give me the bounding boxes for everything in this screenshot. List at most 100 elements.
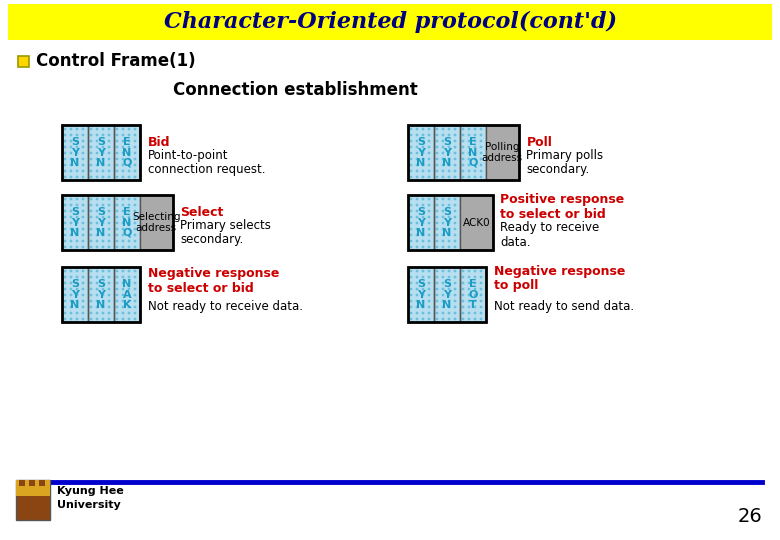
Circle shape xyxy=(90,128,92,130)
FancyBboxPatch shape xyxy=(434,267,460,322)
Circle shape xyxy=(410,306,412,308)
Circle shape xyxy=(454,306,456,308)
Text: Primary polls
secondary.: Primary polls secondary. xyxy=(526,148,604,177)
Circle shape xyxy=(410,234,412,236)
Circle shape xyxy=(134,198,136,200)
Circle shape xyxy=(474,306,476,308)
Circle shape xyxy=(454,288,456,290)
Circle shape xyxy=(128,216,129,218)
Circle shape xyxy=(128,198,129,200)
Circle shape xyxy=(128,164,129,166)
Circle shape xyxy=(128,134,129,136)
Circle shape xyxy=(108,146,110,148)
Circle shape xyxy=(463,158,464,160)
Circle shape xyxy=(448,318,450,320)
Circle shape xyxy=(417,234,418,236)
Circle shape xyxy=(480,146,482,148)
Circle shape xyxy=(70,246,72,248)
Circle shape xyxy=(422,294,424,296)
Circle shape xyxy=(468,288,470,290)
Circle shape xyxy=(90,306,92,308)
Circle shape xyxy=(70,216,72,218)
Circle shape xyxy=(448,240,450,242)
Circle shape xyxy=(70,300,72,302)
Circle shape xyxy=(134,176,136,178)
Circle shape xyxy=(82,306,83,308)
Circle shape xyxy=(428,140,430,142)
Circle shape xyxy=(463,276,464,278)
Circle shape xyxy=(96,300,98,302)
Circle shape xyxy=(70,294,72,296)
Circle shape xyxy=(134,228,136,230)
Circle shape xyxy=(64,222,66,224)
Circle shape xyxy=(448,300,450,302)
Circle shape xyxy=(122,216,124,218)
Circle shape xyxy=(82,216,83,218)
Circle shape xyxy=(82,270,83,272)
Circle shape xyxy=(436,140,438,142)
Circle shape xyxy=(448,176,450,178)
Circle shape xyxy=(128,152,129,154)
Circle shape xyxy=(468,152,470,154)
Circle shape xyxy=(410,246,412,248)
Circle shape xyxy=(436,240,438,242)
Circle shape xyxy=(102,294,104,296)
Circle shape xyxy=(463,128,464,130)
Circle shape xyxy=(64,312,66,314)
Circle shape xyxy=(82,128,83,130)
Circle shape xyxy=(410,158,412,160)
Circle shape xyxy=(442,228,444,230)
Circle shape xyxy=(96,318,98,320)
Circle shape xyxy=(96,204,98,206)
Circle shape xyxy=(454,228,456,230)
Circle shape xyxy=(428,158,430,160)
Circle shape xyxy=(64,240,66,242)
Text: Select: Select xyxy=(180,206,224,219)
Circle shape xyxy=(102,210,104,212)
Circle shape xyxy=(463,270,464,272)
Circle shape xyxy=(448,222,450,224)
Circle shape xyxy=(448,204,450,206)
Circle shape xyxy=(96,270,98,272)
Circle shape xyxy=(96,234,98,236)
Circle shape xyxy=(474,318,476,320)
Circle shape xyxy=(82,140,83,142)
Circle shape xyxy=(442,300,444,302)
Circle shape xyxy=(454,164,456,166)
Circle shape xyxy=(70,282,72,284)
Circle shape xyxy=(448,228,450,230)
Circle shape xyxy=(422,270,424,272)
Circle shape xyxy=(108,140,110,142)
Circle shape xyxy=(422,300,424,302)
Circle shape xyxy=(448,210,450,212)
Circle shape xyxy=(102,204,104,206)
Circle shape xyxy=(428,210,430,212)
Circle shape xyxy=(474,282,476,284)
Circle shape xyxy=(436,312,438,314)
Text: Control Frame(1): Control Frame(1) xyxy=(36,52,196,70)
Circle shape xyxy=(122,240,124,242)
Circle shape xyxy=(474,270,476,272)
Circle shape xyxy=(102,282,104,284)
Circle shape xyxy=(108,134,110,136)
Circle shape xyxy=(64,306,66,308)
Circle shape xyxy=(448,282,450,284)
Circle shape xyxy=(436,170,438,172)
Circle shape xyxy=(134,276,136,278)
Circle shape xyxy=(448,246,450,248)
Circle shape xyxy=(442,312,444,314)
Circle shape xyxy=(422,176,424,178)
Text: S
Y
N: S Y N xyxy=(442,207,452,238)
Circle shape xyxy=(116,170,118,172)
Circle shape xyxy=(417,270,418,272)
Circle shape xyxy=(448,146,450,148)
Text: S
Y
N: S Y N xyxy=(417,137,426,168)
Circle shape xyxy=(108,288,110,290)
Circle shape xyxy=(463,140,464,142)
Circle shape xyxy=(422,246,424,248)
Circle shape xyxy=(428,164,430,166)
Circle shape xyxy=(448,152,450,154)
Circle shape xyxy=(422,204,424,206)
Circle shape xyxy=(82,318,83,320)
Circle shape xyxy=(96,198,98,200)
